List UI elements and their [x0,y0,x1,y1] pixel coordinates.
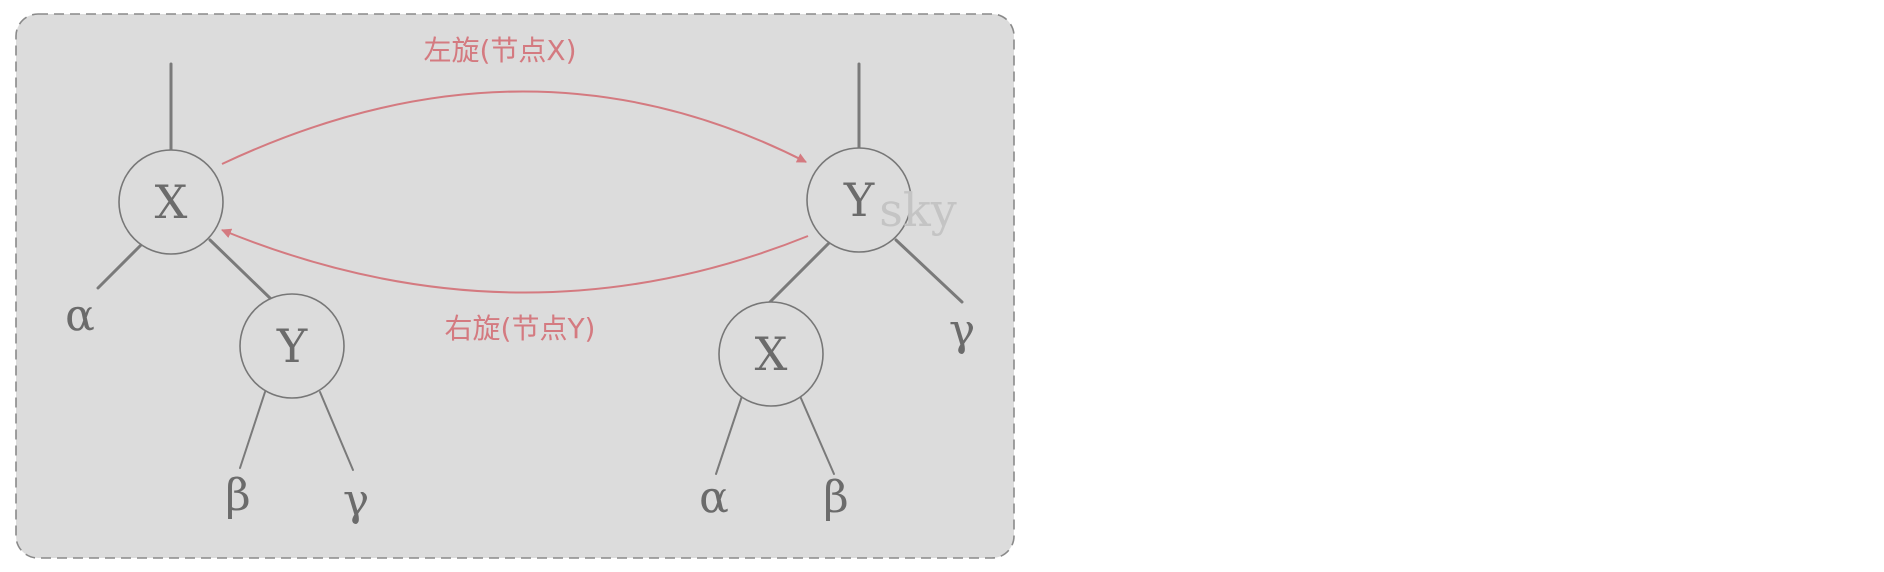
left-child-label: Y [276,319,308,373]
right-leaf-beta: β [823,472,848,523]
right-leaf-alpha: α [699,472,729,523]
watermark-text: sky [879,183,956,237]
left-root-child-edge [208,238,274,302]
left-root-alpha-edge [96,242,144,290]
right-child-label: X [755,327,788,381]
left-child-gamma-edge [319,391,354,471]
right-child-node [718,301,824,407]
left-leaf-gamma: γ [343,475,369,526]
left-child-node [239,293,345,399]
right-child-beta-edge [799,395,835,475]
left-root-label: X [155,175,188,229]
left-leaf-alpha: α [65,290,95,341]
left-root-node [118,149,224,255]
left-child-beta-edge [239,391,266,469]
right-tree: Y X γ α β [699,62,975,523]
right-root-node [806,147,912,253]
right-root-label: Y [843,173,875,227]
right-rotate-arrow [221,228,809,294]
right-rotate-label: 右旋(节点Y) [445,312,596,345]
right-root-gamma-edge [894,238,964,304]
right-root-child-edge [768,240,832,304]
right-child-alpha-edge [715,395,743,475]
right-leaf-gamma: γ [949,305,975,356]
diagram-panel [15,13,1015,559]
left-leaf-beta: β [225,470,250,521]
left-rotate-label: 左旋(节点X) [423,34,576,67]
left-rotate-arrow [221,90,807,165]
left-tree: X Y α β γ [65,62,369,526]
